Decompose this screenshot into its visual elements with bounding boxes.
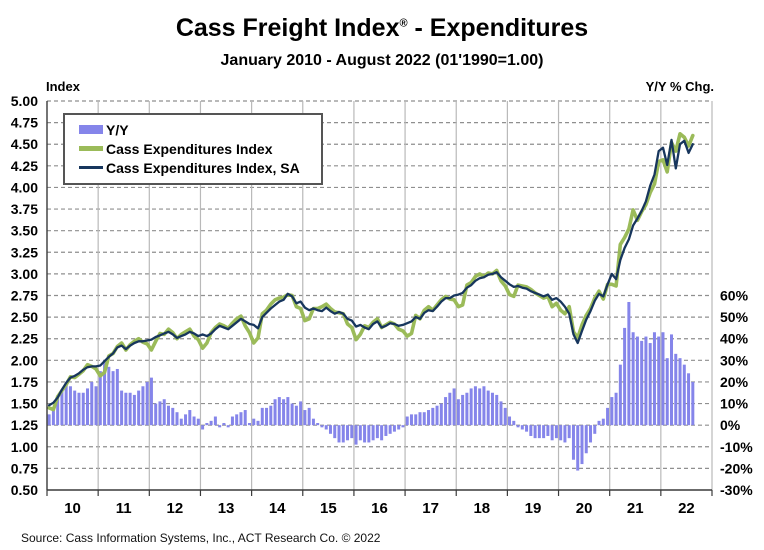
svg-text:20: 20	[576, 500, 593, 517]
svg-text:4.00: 4.00	[11, 179, 38, 195]
svg-text:15: 15	[320, 500, 337, 517]
svg-text:0.75: 0.75	[11, 460, 38, 476]
svg-text:16: 16	[371, 500, 388, 517]
svg-text:21: 21	[627, 500, 644, 517]
svg-text:22: 22	[678, 500, 695, 517]
svg-text:0.50: 0.50	[11, 482, 38, 498]
right-axis-title: Y/Y % Chg.	[645, 79, 714, 94]
svg-text:4.75: 4.75	[11, 115, 38, 131]
svg-text:20%: 20%	[720, 374, 749, 390]
svg-text:40%: 40%	[720, 331, 749, 347]
svg-text:1.50: 1.50	[11, 396, 38, 412]
source-note: Source: Cass Information Systems, Inc., …	[21, 531, 381, 545]
svg-text:1.75: 1.75	[11, 374, 38, 390]
svg-text:1.00: 1.00	[11, 439, 38, 455]
legend-item-nsa: Cass Expenditures Index	[79, 139, 311, 158]
svg-text:3.25: 3.25	[11, 244, 38, 260]
svg-text:0%: 0%	[720, 417, 741, 433]
legend-label-nsa: Cass Expenditures Index	[106, 140, 273, 157]
svg-text:3.75: 3.75	[11, 201, 38, 217]
legend-swatch-sa-line	[79, 166, 103, 169]
svg-text:50%: 50%	[720, 309, 749, 325]
svg-text:11: 11	[116, 500, 132, 517]
svg-text:3.00: 3.00	[11, 266, 38, 282]
left-axis-title: Index	[46, 79, 80, 94]
svg-text:2.00: 2.00	[11, 352, 38, 368]
svg-text:4.50: 4.50	[11, 136, 38, 152]
svg-text:19: 19	[525, 500, 542, 517]
svg-text:17: 17	[422, 500, 439, 517]
svg-text:2.25: 2.25	[11, 331, 38, 347]
svg-text:4.25: 4.25	[11, 158, 38, 174]
svg-text:2.50: 2.50	[11, 309, 38, 325]
svg-text:1.25: 1.25	[11, 417, 38, 433]
svg-text:60%: 60%	[720, 288, 749, 304]
svg-text:3.50: 3.50	[11, 223, 38, 239]
chart-title-rest: - Expenditures	[407, 14, 589, 42]
svg-text:14: 14	[269, 500, 286, 517]
svg-text:10: 10	[64, 500, 81, 517]
chart-title: Cass Freight Index® - Expenditures	[0, 14, 764, 43]
svg-text:-10%: -10%	[720, 439, 753, 455]
svg-text:-20%: -20%	[720, 460, 753, 476]
legend-swatch-bar	[79, 125, 103, 134]
legend-item-sa: Cass Expenditures Index, SA	[79, 158, 311, 177]
chart-subtitle: January 2010 - August 2022 (01'1990=1.00…	[220, 52, 544, 69]
legend-box: Y/Y Cass Expenditures Index Cass Expendi…	[63, 113, 323, 185]
svg-text:18: 18	[473, 500, 490, 517]
svg-text:2.75: 2.75	[11, 288, 38, 304]
legend-label-sa: Cass Expenditures Index, SA	[106, 159, 300, 176]
svg-text:10%: 10%	[720, 396, 749, 412]
svg-text:30%: 30%	[720, 352, 749, 368]
legend-item-yy: Y/Y	[79, 120, 311, 139]
registered-mark: ®	[399, 17, 408, 30]
svg-text:13: 13	[218, 500, 235, 517]
legend-swatch-nsa-line	[79, 146, 103, 151]
legend-label-yy: Y/Y	[106, 121, 129, 138]
svg-text:-30%: -30%	[720, 482, 753, 498]
svg-text:5.00: 5.00	[11, 93, 38, 109]
svg-text:12: 12	[167, 500, 184, 517]
chart-title-main: Cass Freight Index	[175, 14, 400, 42]
